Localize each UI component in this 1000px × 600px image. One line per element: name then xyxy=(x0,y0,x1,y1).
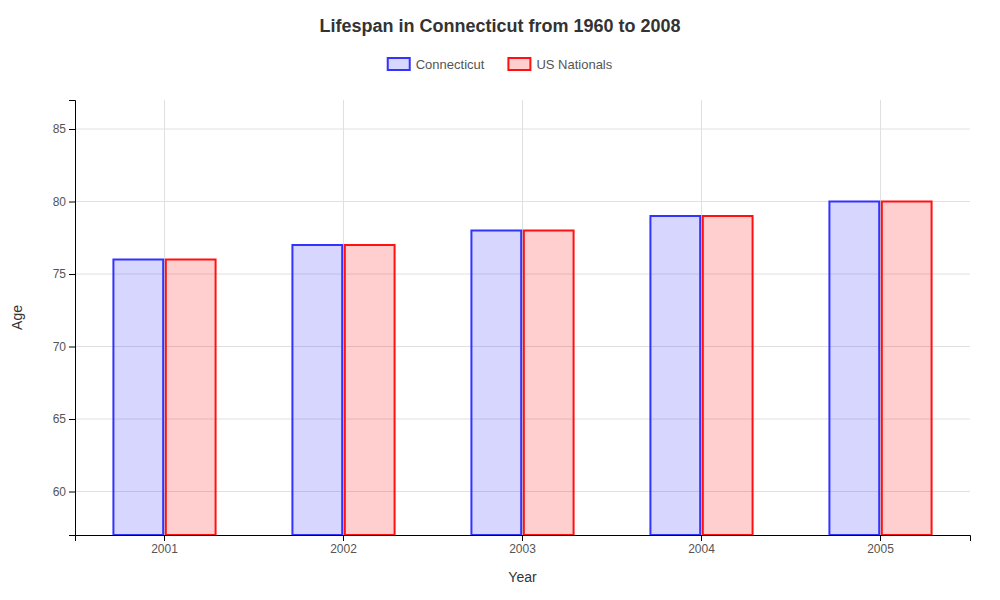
bar xyxy=(113,260,163,536)
bar xyxy=(829,202,879,536)
y-tick-label: 65 xyxy=(53,412,67,426)
x-axis-title: Year xyxy=(508,569,537,585)
x-tick-mark xyxy=(522,535,523,541)
y-tick-mark xyxy=(69,274,75,275)
y-tick: 80 xyxy=(53,195,75,209)
y-tick-label: 80 xyxy=(53,195,67,209)
y-tick-label: 75 xyxy=(53,267,67,281)
y-tick-mark xyxy=(69,129,75,130)
legend-item: US Nationals xyxy=(508,57,612,72)
x-tick: 2003 xyxy=(509,535,536,556)
grid xyxy=(75,100,970,535)
bars xyxy=(113,202,931,536)
y-tick-label: 85 xyxy=(53,122,67,136)
y-axis: 60 65 70 75 80 85 xyxy=(53,101,76,536)
x-tick-label: 2004 xyxy=(688,542,715,556)
y-tick-label: 70 xyxy=(53,340,67,354)
chart-container: 2001 2002 2003 2004 2005 60 65 70 75 80 85 Lifespan… xyxy=(0,0,1000,600)
bar xyxy=(650,216,700,535)
x-axis-line xyxy=(76,536,971,542)
bar xyxy=(292,245,342,535)
bar xyxy=(471,231,521,536)
bar xyxy=(703,216,753,535)
x-tick: 2002 xyxy=(330,535,357,556)
y-tick: 60 xyxy=(53,485,75,499)
legend-label: Connecticut xyxy=(416,57,485,72)
title: Lifespan in Connecticut from 1960 to 200… xyxy=(319,16,680,36)
legend: Connecticut US Nationals xyxy=(388,57,613,72)
bar xyxy=(882,202,932,536)
x-tick-label: 2002 xyxy=(330,542,357,556)
legend-label: US Nationals xyxy=(536,57,612,72)
bar xyxy=(166,260,216,536)
y-tick-mark xyxy=(69,419,75,420)
y-tick: 85 xyxy=(53,122,75,136)
bar-series xyxy=(166,202,932,536)
y-tick-mark xyxy=(69,202,75,203)
x-tick: 2005 xyxy=(867,535,894,556)
y-tick: 70 xyxy=(53,340,75,354)
y-tick: 65 xyxy=(53,412,75,426)
x-tick-mark xyxy=(343,535,344,541)
legend-item: Connecticut xyxy=(388,57,485,72)
x-tick-label: 2003 xyxy=(509,542,536,556)
x-tick-mark xyxy=(880,535,881,541)
x-tick-mark xyxy=(164,535,165,541)
legend-swatch xyxy=(388,58,410,70)
bar xyxy=(524,231,574,536)
y-axis-title: Age xyxy=(9,305,25,330)
x-tick-mark xyxy=(701,535,702,541)
y-axis-line xyxy=(69,101,76,536)
x-axis: 2001 2002 2003 2004 2005 xyxy=(76,535,971,556)
y-tick-label: 60 xyxy=(53,485,67,499)
y-tick: 75 xyxy=(53,267,75,281)
chart-svg: 2001 2002 2003 2004 2005 60 65 70 75 80 85 Lifespan… xyxy=(0,0,1000,600)
plot-area: 2001 2002 2003 2004 2005 60 65 70 75 80 85 xyxy=(53,100,971,556)
legend-swatch xyxy=(508,58,530,70)
bar-series xyxy=(113,202,879,536)
bar xyxy=(345,245,395,535)
x-tick-label: 2001 xyxy=(151,542,178,556)
x-tick: 2001 xyxy=(151,535,178,556)
y-tick-mark xyxy=(69,492,75,493)
x-tick-label: 2005 xyxy=(867,542,894,556)
x-tick: 2004 xyxy=(688,535,715,556)
y-tick-mark xyxy=(69,347,75,348)
